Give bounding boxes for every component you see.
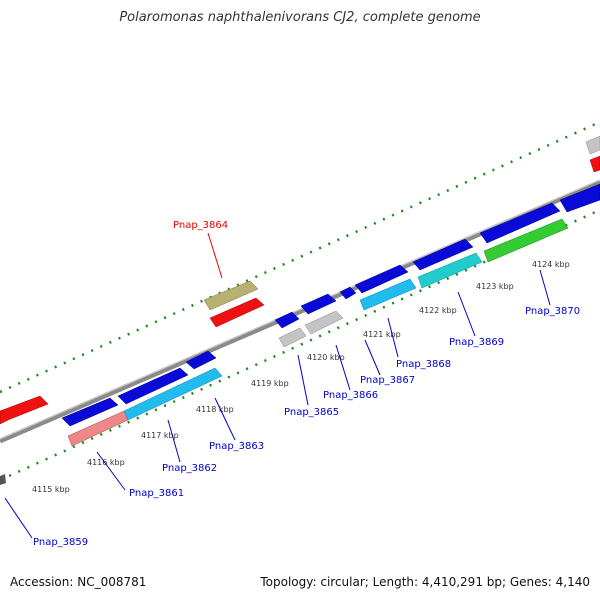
kbp-label: 4121 kbp (363, 330, 401, 339)
gene-feature-dark[interactable] (0, 474, 6, 485)
gene-feature-teal[interactable] (417, 252, 483, 289)
gene-feature-olive[interactable] (203, 280, 259, 311)
gene-feature-blue[interactable] (300, 293, 337, 315)
gene-feature-red-left[interactable] (0, 395, 49, 425)
gene-label-pnap-3861[interactable]: Pnap_3861 (129, 488, 184, 499)
kbp-label: 4120 kbp (307, 353, 345, 362)
gene-label-pnap-3862[interactable]: Pnap_3862 (162, 463, 217, 474)
gene-label-pnap-3865[interactable]: Pnap_3865 (284, 407, 339, 418)
genome-summary: Topology: circular; Length: 4,410,291 bp… (260, 575, 590, 589)
gene-label-pnap-3868[interactable]: Pnap_3868 (396, 359, 451, 370)
kbp-label: 4122 kbp (419, 306, 457, 315)
gene-feature-blue[interactable] (559, 183, 600, 213)
gene-label-pnap-3870[interactable]: Pnap_3870 (525, 306, 580, 317)
gene-feature-lightblue[interactable] (123, 367, 223, 421)
gc-track-upper (0, 120, 600, 394)
kbp-label: 4123 kbp (476, 282, 514, 291)
gene-features (0, 135, 600, 485)
gene-feature-blue[interactable] (61, 397, 119, 427)
gene-label-pnap-3863[interactable]: Pnap_3863 (209, 441, 264, 452)
gene-feature-blue[interactable] (339, 286, 357, 300)
kbp-label: 4117 kbp (141, 431, 179, 440)
gene-labels: Pnap_3859 Pnap_3861 Pnap_3862 Pnap_3863 … (33, 220, 580, 548)
gene-feature-lightblue[interactable] (359, 278, 417, 311)
gene-feature-blue[interactable] (274, 311, 300, 329)
gene-feature-red[interactable] (209, 297, 265, 328)
kbp-label: 4119 kbp (251, 379, 289, 388)
gene-feature-blue[interactable] (354, 264, 409, 294)
gene-feature-green[interactable] (483, 218, 569, 263)
gene-feature-gray[interactable] (278, 327, 307, 348)
kbp-label: 4118 kbp (196, 405, 234, 414)
gene-feature-blue[interactable] (185, 350, 217, 370)
kbp-label: 4124 kbp (532, 260, 570, 269)
map-title: Polaromonas naphthalenivorans CJ2, compl… (119, 10, 481, 25)
gene-label-pnap-3869[interactable]: Pnap_3869 (449, 337, 504, 348)
gene-feature-gray[interactable] (585, 135, 600, 155)
gene-feature-blue[interactable] (479, 202, 561, 244)
accession-label: Accession: NC_008781 (10, 575, 147, 589)
gene-label-pnap-3866[interactable]: Pnap_3866 (323, 390, 378, 401)
gene-label-pnap-3867[interactable]: Pnap_3867 (360, 375, 415, 386)
gene-feature-blue[interactable] (412, 238, 474, 271)
kbp-label: 4116 kbp (87, 458, 125, 467)
gene-feature-gray[interactable] (304, 310, 344, 335)
gene-feature-red[interactable] (589, 155, 600, 173)
kbp-label: 4115 kbp (32, 485, 70, 494)
gene-label-pnap-3864[interactable]: Pnap_3864 (173, 220, 228, 231)
gene-feature-blue[interactable] (117, 367, 189, 405)
genome-backbone-highlight (0, 179, 600, 440)
gene-leader-lines (4, 232, 551, 539)
kbp-ticks: 4115 kbp 4116 kbp 4117 kbp 4118 kbp 4119… (32, 260, 570, 494)
gene-label-pnap-3859[interactable]: Pnap_3859 (33, 537, 88, 548)
